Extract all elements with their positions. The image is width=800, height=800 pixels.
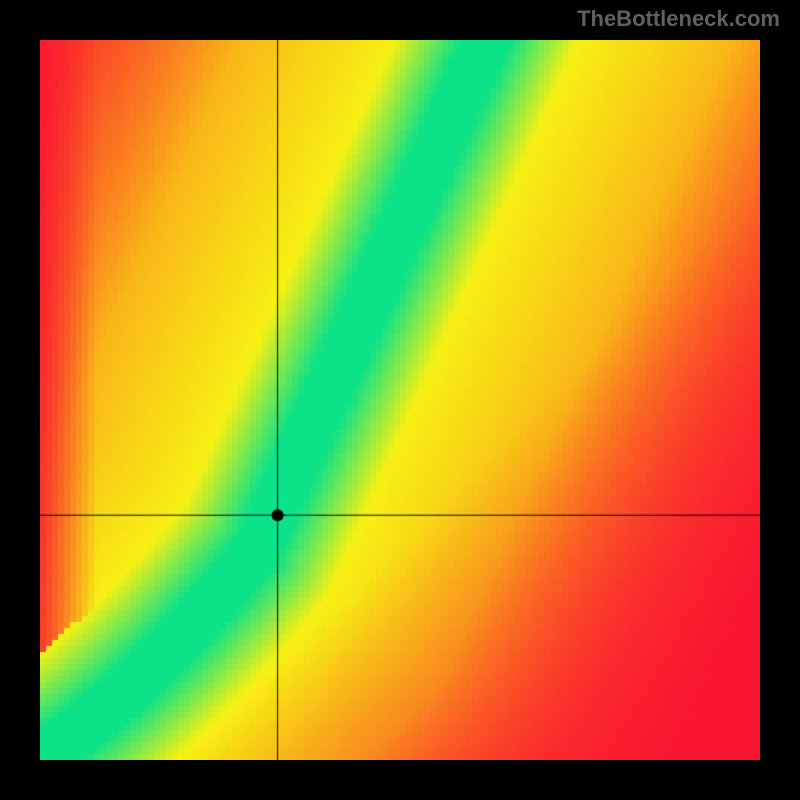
watermark-text: TheBottleneck.com xyxy=(577,6,780,32)
bottleneck-heatmap xyxy=(40,40,760,760)
chart-frame: TheBottleneck.com xyxy=(0,0,800,800)
